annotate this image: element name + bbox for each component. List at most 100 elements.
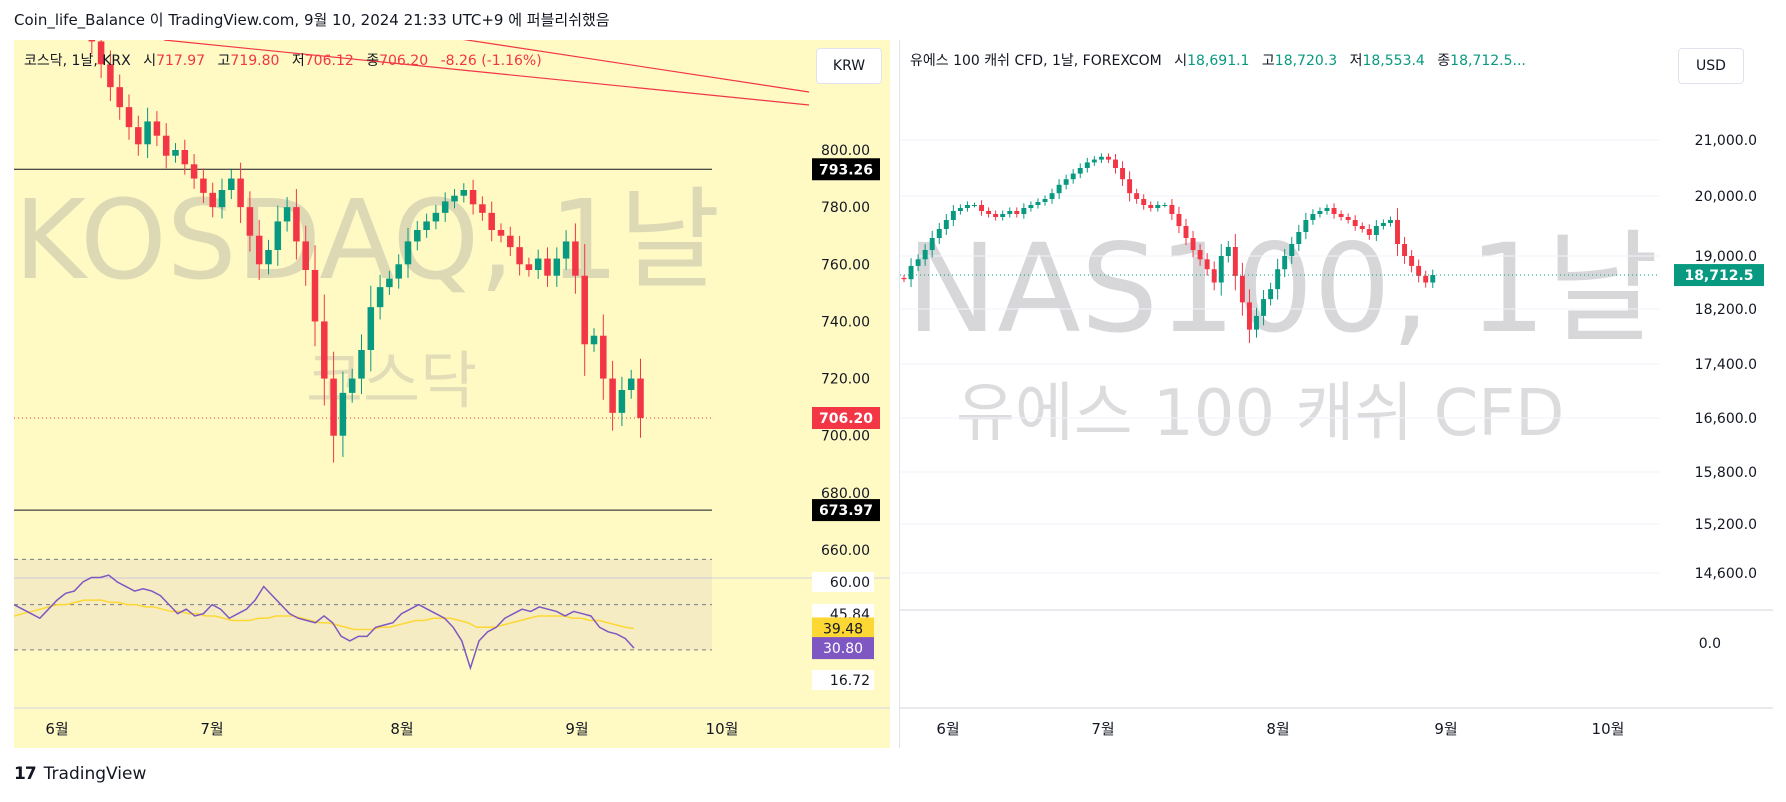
kosdaq-candle (590, 335, 598, 345)
kosdaq-candle (581, 275, 588, 345)
kosdaq-candle (181, 150, 189, 165)
price-axis-label: 780.00 (821, 200, 870, 216)
price-axis-label: 15,800.0 (1695, 465, 1757, 481)
nas100-candle (901, 277, 907, 280)
kosdaq-candle (190, 164, 198, 179)
nas100-candle (1105, 156, 1111, 160)
price-axis-label: 18,200.0 (1695, 302, 1757, 318)
nas100-candle (1254, 315, 1259, 330)
nas100-candle (1402, 244, 1408, 256)
nas100-candle (943, 220, 949, 229)
nas100-candle (1141, 199, 1147, 205)
kosdaq-candle (534, 258, 542, 270)
nas100-candle (1091, 159, 1097, 163)
nas100-candle (979, 205, 985, 211)
kosdaq-chart-pane[interactable]: KOSDAQ, 1날 코스닥 800.00 780.00 760.00 740.00 7… (14, 40, 890, 748)
tradingview-brand: TradingView (43, 764, 147, 784)
resistance-price: 793.26 (819, 162, 873, 178)
publish-header: Coin_life_Balance 이 TradingView.com, 9월 … (14, 9, 610, 30)
time-axis-label: 6월 (936, 720, 959, 738)
nas100-candle (1268, 289, 1274, 300)
nas100-candle (1296, 232, 1302, 244)
time-axis-label: 10월 (1592, 720, 1625, 738)
nas100-candle (957, 208, 963, 211)
nas100-candle (1310, 214, 1316, 220)
kosdaq-candle (441, 201, 449, 213)
publisher-name[interactable]: Coin_life_Balance (14, 11, 145, 29)
nas100-candle (1155, 205, 1161, 208)
kosdaq-candle (246, 207, 254, 236)
rsi-ma-tag (812, 617, 874, 640)
price-axis-label: 740.00 (821, 314, 870, 330)
nas100-candle (1113, 159, 1118, 168)
price-axis-label: 720.00 (821, 372, 870, 388)
high-value: 719.80 (230, 53, 280, 69)
time-axis-label: 9월 (1434, 720, 1457, 738)
rsi-axis-bg (812, 670, 874, 690)
nas100-candle (1317, 211, 1323, 214)
nas100-chart-svg[interactable]: 21,000.0 20,000.0 19,000.0 18,200.0 17,400.0… (900, 40, 1773, 748)
kosdaq-candle (228, 178, 235, 190)
nas100-candle (1084, 162, 1090, 168)
time-axis-label: 7월 (200, 720, 223, 738)
publish-info: 이 TradingView.com, 9월 10, 2024 21:33 UTC… (149, 11, 610, 29)
rsi-axis-bg (812, 572, 874, 592)
nas100-candle (1366, 229, 1372, 235)
nas100-candle (1275, 269, 1281, 290)
nas100-candle (1063, 179, 1069, 185)
tradingview-footer[interactable]: 17 TradingView (14, 764, 146, 784)
kosdaq-candle (348, 378, 356, 393)
nas100-candle (1338, 214, 1344, 217)
kosdaq-candle (293, 207, 300, 242)
kosdaq-candle (311, 270, 319, 322)
nas100-candle (1007, 211, 1013, 214)
price-axis-label: 14,600.0 (1695, 566, 1757, 582)
support-price: 673.97 (819, 503, 873, 519)
rsi-value-tag (812, 637, 874, 660)
kosdaq-candle (544, 258, 551, 276)
trend-line (163, 40, 810, 106)
price-axis-label: 15,200.0 (1695, 517, 1757, 533)
kosdaq-candle (88, 40, 96, 42)
nas100-candle (1352, 220, 1358, 226)
nas100-candle (1120, 168, 1126, 180)
nas100-candle (1324, 208, 1330, 211)
nas100-candle (908, 265, 914, 280)
nas100-candle (1176, 214, 1182, 226)
time-axis-label: 8월 (1266, 720, 1289, 738)
high-label: 고 (1261, 53, 1275, 69)
kosdaq-candle (497, 230, 505, 236)
nas100-candle (1162, 205, 1168, 206)
nas100-candle (1409, 256, 1415, 266)
currency-button[interactable]: KRW (816, 48, 882, 84)
nas100-candle (1395, 220, 1400, 244)
kosdaq-candle (432, 212, 440, 222)
currency-button[interactable]: USD (1678, 48, 1744, 84)
kosdaq-candle (330, 378, 337, 436)
nas100-candle (1169, 205, 1175, 214)
low-value: 706.12 (304, 53, 354, 69)
nas100-legend: 유에스 100 캐쉬 CFD, 1날, FOREXCOM 시18,691.1 고… (910, 50, 1526, 70)
tradingview-logo-icon: 17 (14, 764, 37, 784)
kosdaq-candle (302, 241, 309, 270)
kosdaq-candle (404, 241, 412, 265)
nas100-candle (1373, 226, 1379, 235)
nas100-chart-pane[interactable]: NAS100, 1날 유에스 100 캐쉬 CFD 21,000.0 20,000… (899, 40, 1773, 748)
lower-axis-label: 0.0 (1699, 636, 1721, 652)
rsi-axis-label: 16.72 (830, 673, 870, 689)
kosdaq-candle (237, 178, 244, 208)
low-label: 저 (291, 53, 305, 69)
price-axis-label: 17,400.0 (1695, 357, 1757, 373)
open-value: 717.97 (156, 53, 206, 69)
nas100-candle (922, 250, 928, 260)
kosdaq-chart-svg[interactable]: 800.00 780.00 760.00 740.00 720.00 700.00 680.… (14, 40, 890, 748)
nas100-candle (1387, 220, 1393, 223)
kosdaq-candle (414, 230, 421, 242)
nas100-candle (936, 229, 942, 238)
nas100-candle (1070, 173, 1076, 180)
time-axis-label: 6월 (45, 720, 68, 738)
kosdaq-candle (97, 41, 105, 65)
kosdaq-candle (209, 192, 216, 208)
nas100-candle (1077, 168, 1083, 174)
time-axis-label: 7월 (1091, 720, 1114, 738)
